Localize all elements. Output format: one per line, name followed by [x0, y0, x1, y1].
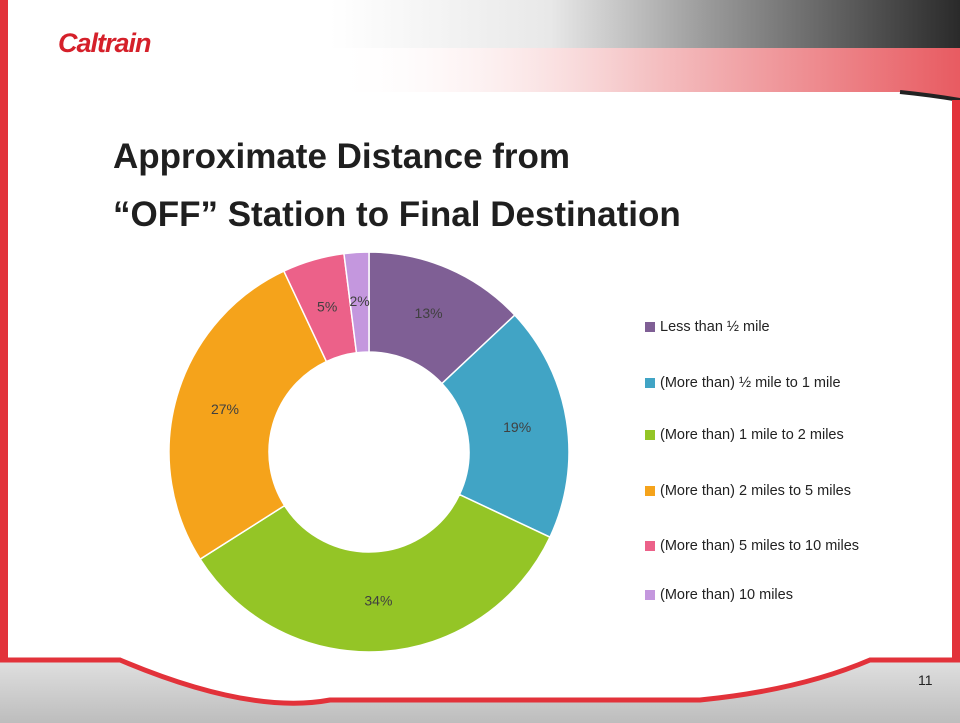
- legend-swatch: [645, 486, 655, 496]
- legend-item: (More than) ½ mile to 1 mile: [645, 372, 860, 394]
- left-border: [0, 0, 8, 723]
- top-band: [330, 0, 960, 48]
- data-label: 27%: [211, 401, 239, 417]
- legend-item: (More than) 2 miles to 5 miles: [645, 480, 860, 502]
- data-label: 19%: [503, 419, 531, 435]
- data-label: 13%: [415, 305, 443, 321]
- legend-item: (More than) 5 miles to 10 miles: [645, 535, 860, 557]
- chart-title: Approximate Distance from “OFF” Station …: [113, 137, 681, 234]
- slice: [343, 251, 370, 354]
- data-label: 34%: [364, 592, 392, 608]
- legend-label: (More than) 5 miles to 10 miles: [660, 538, 860, 554]
- legend-label: (More than) 10 miles: [660, 587, 793, 603]
- legend-swatch: [645, 590, 655, 600]
- legend-label: (More than) 2 miles to 5 miles: [660, 483, 851, 499]
- legend-label: (More than) ½ mile to 1 mile: [660, 375, 841, 391]
- right-border: [952, 100, 960, 660]
- legend-item: Less than ½ mile: [645, 316, 860, 338]
- legend-swatch: [645, 541, 655, 551]
- red-band: [330, 48, 960, 100]
- legend-swatch: [645, 378, 655, 388]
- legend-item: (More than) 10 miles: [645, 584, 860, 606]
- logo: Caltrain: [58, 28, 152, 58]
- legend-swatch: [645, 322, 655, 332]
- legend-swatch: [645, 430, 655, 440]
- slice: [199, 493, 551, 653]
- legend-label: Less than ½ mile: [660, 319, 770, 335]
- data-label: 5%: [317, 299, 337, 315]
- legend-item: (More than) 1 mile to 2 miles: [645, 424, 860, 446]
- data-label: 2%: [349, 293, 369, 309]
- accent-line: [899, 90, 960, 102]
- slice: [168, 270, 328, 561]
- donut: 13% 19% 34% 27% 5% 2%: [168, 251, 570, 653]
- legend-label: (More than) 1 mile to 2 miles: [660, 427, 844, 443]
- slice: [440, 314, 570, 539]
- bottom-line: [0, 657, 960, 706]
- bottom-band: [0, 660, 960, 723]
- page-number: 11: [918, 672, 933, 688]
